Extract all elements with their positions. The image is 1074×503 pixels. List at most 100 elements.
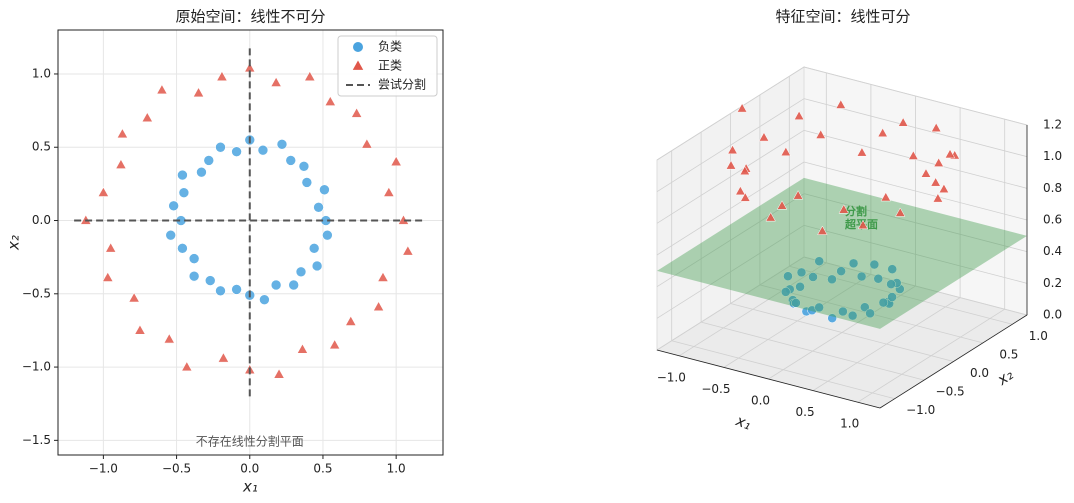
point (827, 313, 837, 323)
point (856, 147, 868, 157)
grid-line (656, 98, 805, 193)
point (725, 160, 737, 170)
point (856, 271, 867, 282)
legend-swatch (353, 42, 363, 52)
x-tick-label: −1.0 (89, 462, 118, 476)
z-tick-label: 0.8 (1043, 181, 1062, 195)
point (97, 186, 110, 197)
point (377, 271, 389, 282)
plane-label: 分割 (845, 204, 867, 218)
plot-frame (57, 29, 444, 456)
point (791, 298, 801, 308)
x-tick-label: 1.0 (840, 417, 859, 431)
point (273, 368, 285, 379)
point (178, 187, 190, 198)
legend-label: 负类 (378, 40, 402, 54)
legend-label: 正类 (378, 59, 402, 73)
point (857, 219, 869, 230)
point (817, 225, 828, 235)
point (165, 229, 177, 241)
point (192, 86, 205, 98)
point (938, 183, 950, 193)
y-tick-label: 1.0 (1029, 329, 1048, 343)
point (350, 107, 363, 118)
point (895, 207, 906, 217)
point (276, 139, 288, 150)
point (887, 292, 897, 302)
point (257, 144, 269, 156)
grid-line (656, 224, 805, 319)
x-tick-label: 0.0 (751, 394, 770, 408)
point (932, 193, 944, 203)
point (328, 338, 341, 350)
y-tick-label: −0.5 (936, 385, 965, 399)
point (177, 243, 188, 254)
point (931, 122, 942, 132)
point (319, 184, 330, 196)
point (102, 271, 114, 282)
point (814, 256, 824, 266)
point (727, 144, 738, 155)
y-axis-label: x₂ (993, 365, 1016, 389)
point (848, 258, 859, 269)
point (177, 169, 188, 181)
y-tick-label: 1.0 (32, 66, 51, 80)
point (793, 110, 805, 120)
point (887, 264, 897, 274)
point (313, 202, 324, 213)
y-axis-label: x₂ (5, 235, 23, 251)
point (808, 272, 818, 282)
point (181, 360, 193, 372)
point (783, 271, 793, 281)
grid-line (656, 129, 805, 224)
point (295, 266, 307, 278)
point (758, 132, 770, 142)
y-tick-label: −1.0 (22, 360, 51, 374)
x-axis-label: x₁ (733, 411, 754, 433)
point (141, 111, 154, 123)
point (116, 127, 129, 139)
grid-line (671, 340, 895, 400)
z-tick-label: 0.4 (1043, 244, 1062, 258)
point (930, 177, 941, 187)
point (908, 150, 919, 160)
point (383, 186, 395, 197)
point (765, 212, 776, 222)
point (270, 76, 282, 87)
z-tick-label: 0.6 (1043, 213, 1062, 227)
axis-line (656, 349, 881, 409)
point (869, 259, 880, 270)
point (402, 245, 414, 256)
point (215, 141, 226, 153)
y-tick-label: 0.0 (970, 366, 989, 380)
x-tick-label: 0.5 (796, 405, 815, 419)
point (285, 155, 297, 166)
point (897, 117, 909, 127)
z-tick-label: 1.2 (1043, 118, 1062, 132)
point (163, 333, 175, 344)
point (780, 146, 792, 157)
point (128, 292, 140, 303)
z-tick-label: 0.2 (1043, 276, 1062, 290)
x-tick-label: −1.0 (657, 370, 686, 384)
point (296, 343, 309, 354)
annotation: 不存在线性分割平面 (196, 434, 304, 449)
point (372, 300, 385, 312)
grid-line (803, 224, 1028, 284)
point (217, 352, 230, 363)
point (815, 129, 826, 139)
point (298, 160, 310, 172)
point (792, 190, 804, 200)
point (933, 157, 944, 167)
point (944, 148, 956, 159)
x-tick-label: −0.5 (701, 382, 730, 396)
grid-line (803, 161, 1028, 221)
point (776, 200, 788, 210)
point (196, 166, 207, 178)
point (739, 165, 751, 176)
y-tick-label: −1.5 (22, 433, 51, 447)
point (873, 273, 884, 284)
y-tick-label: 0.5 (32, 140, 51, 154)
chart-title: 特征空间：线性可分 (775, 8, 910, 26)
point (390, 155, 402, 167)
